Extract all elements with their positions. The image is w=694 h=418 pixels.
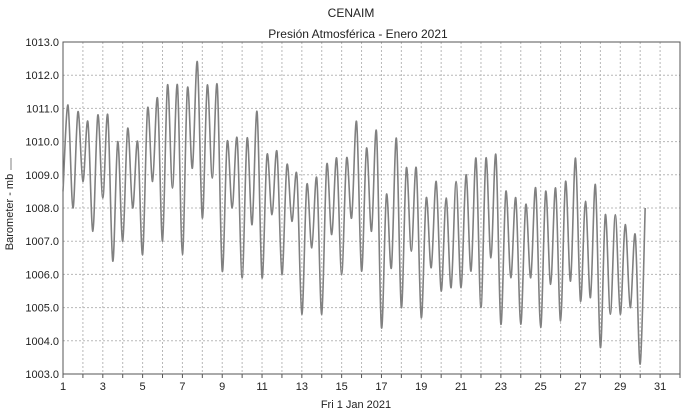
chart-title: CENAIM — [328, 6, 375, 20]
y-tick-label: 1004.0 — [25, 336, 59, 348]
series-line-barometer — [62, 61, 646, 365]
series-group — [62, 61, 646, 365]
y-tick-label: 1010.0 — [25, 137, 59, 149]
x-tick-label: 7 — [179, 381, 185, 393]
chart-subtitle: Presión Atmosférica - Enero 2021 — [268, 27, 448, 41]
x-tick-label: 25 — [535, 381, 547, 393]
y-axis-label: Barometer - mb — [4, 174, 16, 250]
y-tick-label: 1006.0 — [25, 269, 59, 281]
x-tick-label: 3 — [100, 381, 106, 393]
y-tick-label: 1011.0 — [26, 103, 59, 115]
x-tick-label: 17 — [375, 381, 387, 393]
x-tick-label: 13 — [296, 381, 308, 393]
x-tick-label: 29 — [614, 381, 626, 393]
x-tick-label: 11 — [256, 381, 267, 393]
x-tick-label: 31 — [654, 381, 666, 393]
x-tick-label: 23 — [495, 381, 507, 393]
y-tick-label: 1003.0 — [25, 369, 59, 381]
y-tick-label: 1005.0 — [25, 303, 59, 315]
x-tick-label: 15 — [336, 381, 348, 393]
y-tick-label: 1009.0 — [25, 170, 59, 182]
y-tick-label: 1007.0 — [25, 236, 59, 248]
grid-lines — [62, 41, 681, 375]
x-tick-label: 1 — [60, 381, 66, 393]
x-tick-label: 21 — [455, 381, 467, 393]
x-tick-label: 5 — [140, 381, 146, 393]
plot-frame — [62, 41, 681, 375]
x-axis-ticks: 1 3 5 7 9 11 13 15 17 19 21 23 25 27 29 31 — [60, 374, 681, 393]
y-tick-label: 1012.0 — [25, 70, 59, 82]
x-tick-label: 19 — [415, 381, 427, 393]
x-tick-label: 9 — [219, 381, 225, 393]
y-tick-label: 1013.0 — [25, 37, 59, 49]
x-tick-label: 27 — [574, 381, 586, 393]
y-tick-label: 1008.0 — [25, 203, 59, 215]
x-axis-label: Fri 1 Jan 2021 — [321, 399, 391, 411]
y-axis-ticks: 1003.0 1004.0 1005.0 1006.0 1007.0 1008.0 1009… — [25, 37, 59, 381]
